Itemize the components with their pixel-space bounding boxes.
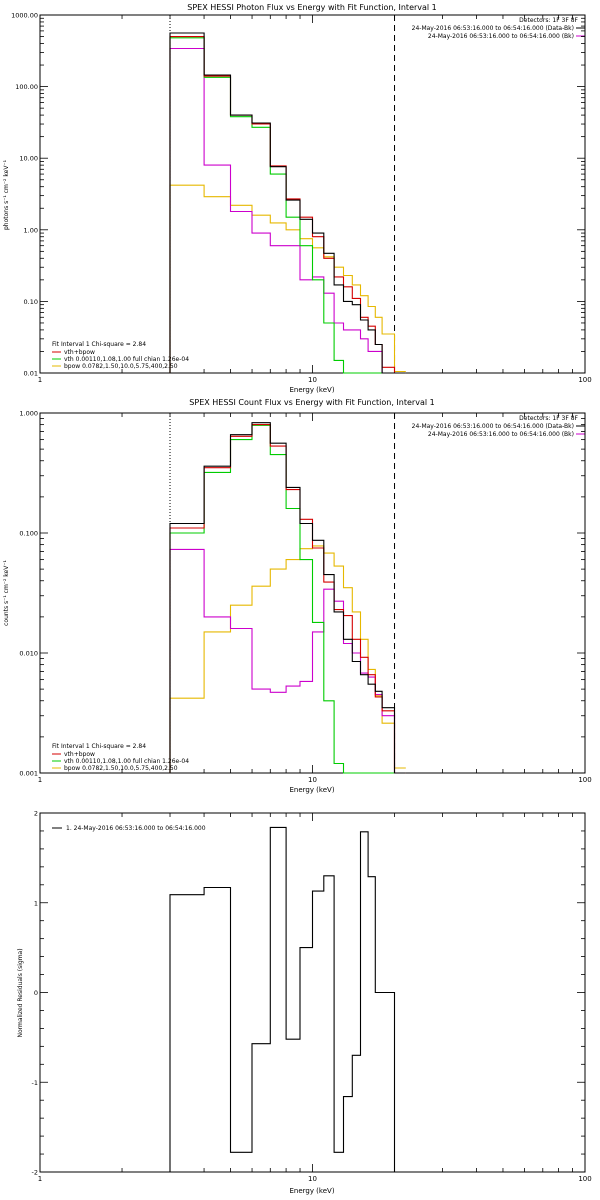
x-axis-label: Energy (keV) bbox=[289, 386, 334, 394]
legend-entry-bk: 24-May-2016 06:53:16.000 to 06:54:16.000… bbox=[428, 33, 574, 40]
legend-entry-interval: 1. 24-May-2016 06:53:16.000 to 06:54:16.… bbox=[66, 825, 206, 832]
y-tick-label: 0.001 bbox=[19, 770, 38, 778]
legend-entry-data-bk: 24-May-2016 06:53:16.000 to 06:54:16.000… bbox=[412, 423, 574, 430]
y-tick-label: -1 bbox=[32, 1079, 38, 1087]
x-tick-label: 10 bbox=[308, 376, 317, 384]
legend-entry-fit-total: vth+bpow bbox=[64, 751, 95, 758]
y-tick-label: 100.00 bbox=[15, 83, 38, 91]
legend-entry-data-bk: 24-May-2016 06:53:16.000 to 06:54:16.000… bbox=[412, 25, 574, 32]
plot-area: 1 10 100 -2 -1 0 1 2 bbox=[32, 810, 592, 1184]
x-tick-label: 100 bbox=[578, 776, 591, 784]
y-tick-label: 0.100 bbox=[19, 530, 38, 538]
y-tick-label: 1.00 bbox=[24, 226, 38, 234]
y-axis-label: Normalized Residuals (sigma) bbox=[17, 948, 24, 1037]
y-tick-label: 0.01 bbox=[24, 370, 38, 378]
series-background bbox=[169, 47, 406, 374]
legend-entry-fit-total: vth+bpow bbox=[64, 349, 95, 356]
x-axis-label: Energy (keV) bbox=[289, 1187, 334, 1195]
y-tick-label: -2 bbox=[32, 1169, 38, 1177]
legend-fit-header: Fit Interval 1 Chi-square = 2.84 bbox=[52, 743, 146, 750]
chart-title: SPEX HESSI Photon Flux vs Energy with Fi… bbox=[187, 3, 437, 12]
plot-area: 1 10 100 0.01 0.10 1.00 10.00 100.00 1000.00 bbox=[11, 12, 592, 385]
y-tick-label: 10.00 bbox=[19, 155, 38, 163]
x-tick-label: 1 bbox=[38, 1175, 42, 1183]
legend-entry-vth: vth 0.00110,1.08,1.00 full chian 1.26e-0… bbox=[64, 356, 189, 363]
y-axis-label: counts s⁻¹ cm⁻² keV⁻¹ bbox=[3, 560, 10, 626]
residuals-panel: Energy (keV) Normalized Residuals (sigma… bbox=[17, 810, 592, 1196]
y-tick-label: 1000.00 bbox=[11, 12, 38, 20]
y-tick-label: 0.10 bbox=[24, 298, 38, 306]
legend-entry-vth: vth 0.00110,1.08,1.00 full chian 1.26e-0… bbox=[64, 758, 189, 765]
x-tick-label: 1 bbox=[38, 376, 42, 384]
series-data bbox=[169, 422, 406, 774]
x-tick-label: 1 bbox=[38, 776, 42, 784]
x-tick-label: 10 bbox=[308, 776, 317, 784]
x-tick-label: 100 bbox=[578, 1175, 591, 1183]
y-tick-label: 1 bbox=[34, 899, 38, 907]
legend-fit-header: Fit Interval 1 Chi-square = 2.84 bbox=[52, 341, 146, 348]
count-flux-panel: SPEX HESSI Count Flux vs Energy with Fit… bbox=[3, 398, 592, 794]
plot-area: 1 10 100 0.001 0.010 0.100 1.000 bbox=[19, 410, 591, 785]
legend-entry-bpow: bpow 0.0782,1.50,10.0,5.75,400,2.50 bbox=[64, 363, 178, 370]
photon-flux-panel: SPEX HESSI Photon Flux vs Energy with Fi… bbox=[3, 3, 592, 394]
x-tick-label: 100 bbox=[578, 376, 591, 384]
y-tick-label: 0 bbox=[34, 989, 38, 997]
y-tick-label: 2 bbox=[34, 810, 38, 818]
legend-detectors: Detectors: 1F 3F 8F bbox=[519, 415, 578, 422]
x-axis-label: Energy (keV) bbox=[289, 786, 334, 794]
legend-detectors: Detectors: 1F 3F 8F bbox=[519, 17, 578, 24]
y-axis-label: photons s⁻¹ cm⁻² keV⁻¹ bbox=[3, 159, 10, 230]
x-tick-label: 10 bbox=[308, 1175, 317, 1183]
legend-entry-bpow: bpow 0.0782,1.50,10.0,5.75,400,2.50 bbox=[64, 765, 178, 772]
series-data bbox=[169, 826, 396, 1172]
chart-title: SPEX HESSI Count Flux vs Energy with Fit… bbox=[189, 398, 434, 407]
y-tick-label: 0.010 bbox=[19, 650, 38, 658]
series-data bbox=[169, 32, 406, 374]
legend-entry-bk: 24-May-2016 06:53:16.000 to 06:54:16.000… bbox=[428, 431, 574, 438]
series-fit_total bbox=[169, 424, 406, 774]
y-tick-label: 1.000 bbox=[19, 410, 38, 418]
